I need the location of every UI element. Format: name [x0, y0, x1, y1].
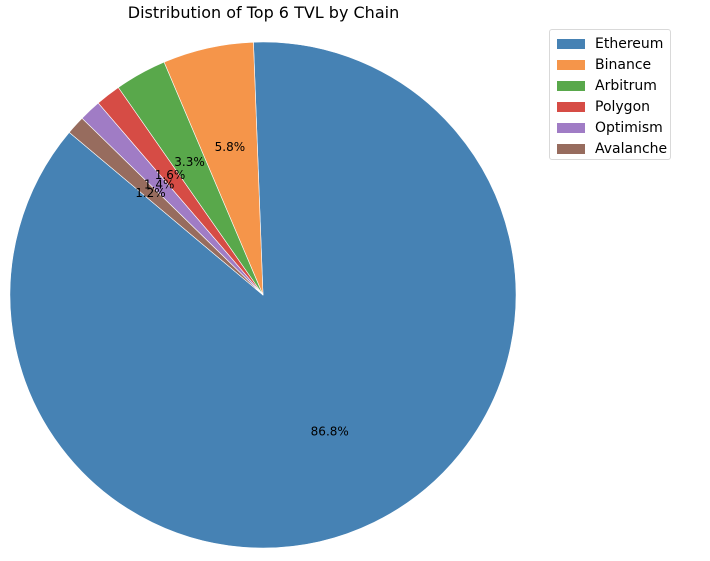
pie-slice-label-binance: 5.8%: [215, 140, 246, 154]
legend-label: Avalanche: [595, 140, 668, 157]
legend-item-arbitrum: Arbitrum: [557, 75, 670, 96]
legend-label: Optimism: [595, 119, 663, 136]
legend-swatch: [557, 122, 585, 133]
legend-item-binance: Binance: [557, 54, 670, 75]
pie-chart: 86.8% 5.8% 3.3%1.6%1.4%1.2%: [9, 41, 517, 549]
pie-slice-label-avalanche: 1.2%: [135, 186, 166, 200]
pie-slice-label-arbitrum: 3.3%: [174, 155, 205, 169]
pie-slice-labels: 86.8% 5.8% 3.3%1.6%1.4%1.2%: [135, 140, 349, 438]
legend-swatch: [557, 101, 585, 112]
legend-item-polygon: Polygon: [557, 96, 670, 117]
legend-label: Ethereum: [595, 35, 664, 52]
pie-slices: [9, 41, 517, 549]
legend-item-ethereum: Ethereum: [557, 33, 670, 54]
legend-swatch: [557, 38, 585, 49]
legend-item-optimism: Optimism: [557, 117, 670, 138]
chart-legend: Ethereum Binance Arbitrum Polygon Optimi…: [549, 29, 671, 160]
legend-swatch: [557, 143, 585, 154]
pie-slice-avalanche: [68, 117, 264, 296]
legend-label: Arbitrum: [595, 77, 657, 94]
legend-swatch: [557, 80, 585, 91]
legend-label: Binance: [595, 56, 652, 73]
pie-slice-label-ethereum: 86.8%: [311, 424, 349, 438]
legend-label: Polygon: [595, 98, 651, 115]
legend-item-avalanche: Avalanche: [557, 138, 670, 159]
pie-slice-label-optimism: 1.4%: [144, 177, 175, 191]
pie-slice-ethereum: [9, 41, 517, 549]
chart-title: Distribution of Top 6 TVL by Chain: [127, 3, 400, 22]
legend-swatch: [557, 59, 585, 70]
pie-slice-label-polygon: 1.6%: [155, 168, 186, 182]
